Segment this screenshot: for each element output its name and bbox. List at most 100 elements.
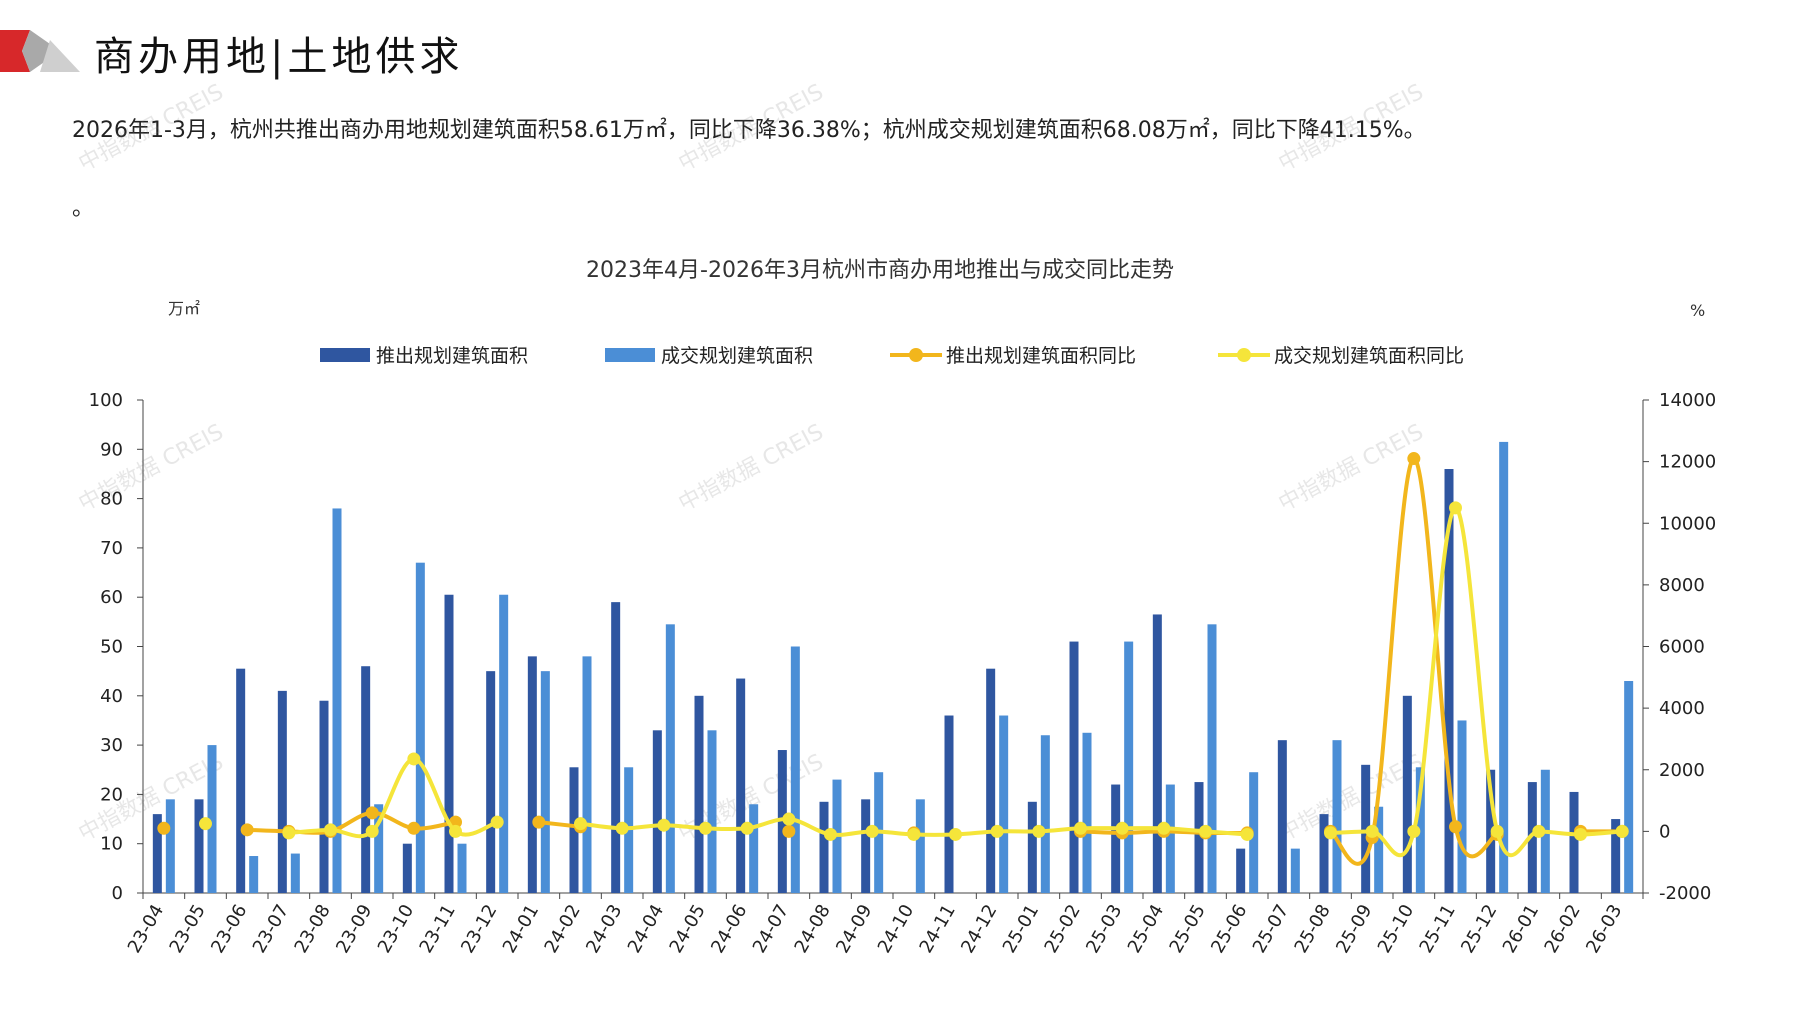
bar (527, 656, 537, 893)
line-point (199, 817, 212, 831)
bar (1165, 784, 1175, 893)
line-point (1032, 824, 1046, 838)
x-tick-label: 25-10 (1374, 901, 1418, 957)
bar (986, 668, 996, 893)
bar (1374, 806, 1384, 893)
legend-swatch (320, 348, 370, 362)
bar (1332, 740, 1342, 893)
x-tick-label: 25-09 (1332, 901, 1376, 957)
x-tick-label: 24-10 (874, 901, 918, 957)
left-tick-label: 10 (100, 834, 123, 855)
x-tick-label: 23-06 (207, 901, 251, 957)
bar (1457, 720, 1467, 893)
left-tick-label: 40 (100, 686, 123, 707)
x-tick-label: 25-06 (1207, 901, 1251, 957)
bar (749, 804, 759, 893)
right-tick-label: 10000 (1659, 513, 1716, 534)
bar (582, 656, 592, 893)
line-point (1240, 827, 1254, 841)
left-tick-label: 80 (100, 489, 123, 510)
line-point (1115, 821, 1129, 835)
bar (1236, 848, 1246, 893)
line-point (1324, 826, 1337, 840)
line-point (1615, 824, 1629, 838)
bar (1624, 681, 1634, 893)
series-line (1330, 505, 1623, 858)
bar (415, 562, 425, 893)
x-tick-label: 23-10 (374, 901, 418, 957)
legend-label: 推出规划建筑面积同比 (946, 345, 1136, 367)
x-tick-label: 24-08 (790, 901, 834, 957)
bar (861, 799, 871, 893)
line-point (782, 824, 796, 838)
bar (1444, 469, 1454, 893)
page-title: 商办用地|土地供求 (94, 34, 464, 80)
bar (1040, 735, 1050, 893)
line-point (740, 821, 754, 835)
x-tick-label: 24-12 (957, 901, 1001, 957)
line-point (574, 817, 587, 831)
line-point (449, 824, 462, 838)
line-point (1074, 821, 1087, 835)
legend-swatch (605, 348, 655, 362)
x-tick-label: 25-02 (1040, 901, 1084, 957)
right-tick-label: 8000 (1659, 575, 1705, 596)
brand-logo (0, 30, 80, 72)
logo-red-shape (0, 30, 30, 72)
x-tick-label: 25-11 (1415, 901, 1459, 957)
combo-chart: 2023年4月-2026年3月杭州市商办用地推出与成交同比走势 万㎡ % 推出规… (89, 258, 1717, 957)
bar (736, 678, 746, 893)
bar (1277, 740, 1287, 893)
bar (624, 767, 634, 893)
bar (1027, 801, 1037, 893)
x-tick-label: 23-08 (290, 901, 334, 957)
bar (819, 801, 829, 893)
bar-series (152, 441, 1634, 893)
bar (207, 745, 217, 893)
bar (457, 843, 467, 893)
line-point (865, 824, 879, 838)
line-point (1532, 824, 1546, 838)
x-tick-label: 23-04 (124, 901, 168, 957)
bar (540, 671, 550, 893)
line-point (699, 821, 712, 835)
x-tick-label: 25-04 (1124, 901, 1168, 957)
left-tick-label: 90 (100, 439, 123, 460)
bar (1402, 695, 1412, 893)
line-point (824, 827, 837, 841)
line-point (782, 812, 796, 826)
x-tick-label: 24-07 (749, 901, 793, 957)
bar (1069, 641, 1079, 893)
summary-tail: 。 (72, 196, 95, 221)
x-tick-label: 24-01 (499, 901, 543, 957)
line-series (157, 452, 1629, 866)
bar (665, 624, 675, 893)
line-point (1365, 824, 1379, 838)
right-axis-unit: % (1690, 301, 1705, 320)
right-tick-label: 6000 (1659, 637, 1705, 658)
line-point (365, 806, 379, 820)
line-point (615, 821, 629, 835)
x-tick-label: 25-08 (1290, 901, 1334, 957)
right-tick-label: 14000 (1659, 390, 1716, 411)
left-tick-label: 20 (100, 784, 123, 805)
bar (694, 695, 704, 893)
x-tick-label: 25-12 (1457, 901, 1501, 957)
bar (915, 799, 925, 893)
bar (944, 715, 954, 893)
bar (999, 715, 1009, 893)
line-point (907, 827, 921, 841)
bar (1111, 784, 1121, 893)
legend-label: 成交规划建筑面积同比 (1274, 345, 1464, 367)
line-point (1407, 824, 1421, 838)
legend-marker (1237, 348, 1251, 362)
line-point (990, 824, 1004, 838)
x-tick-label: 26-01 (1499, 901, 1543, 957)
bar (777, 750, 787, 893)
logo-gray-shape-2 (40, 40, 80, 72)
bar (194, 799, 204, 893)
legend-label: 推出规划建筑面积 (376, 345, 528, 367)
line-point (407, 752, 421, 766)
line-point (1490, 824, 1504, 838)
bar (1415, 767, 1425, 893)
